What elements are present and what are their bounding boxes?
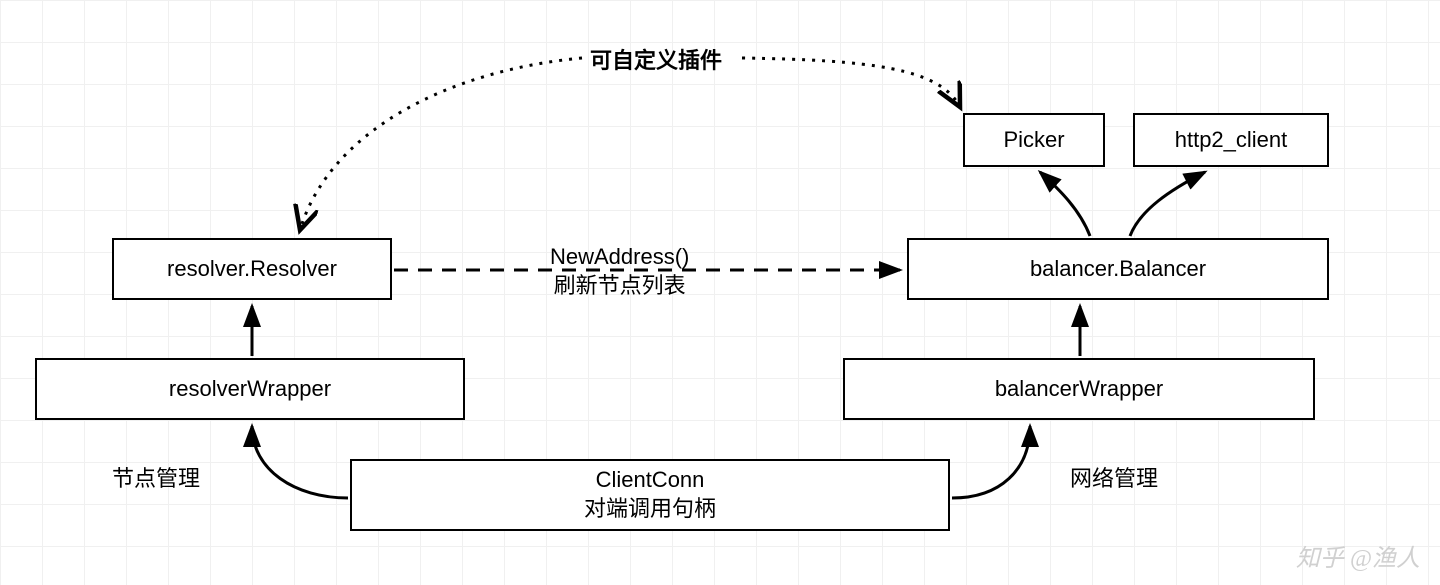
node-balancer-wrapper-label: balancerWrapper xyxy=(995,375,1163,404)
node-picker: Picker xyxy=(963,113,1105,167)
node-picker-label: Picker xyxy=(1003,126,1064,155)
label-new-address: NewAddress() 刷新节点列表 xyxy=(550,243,689,300)
label-plugin-text: 可自定义插件 xyxy=(590,48,722,73)
node-http2-client: http2_client xyxy=(1133,113,1329,167)
node-client-conn-label: ClientConn 对端调用句柄 xyxy=(584,466,716,523)
label-node-mgmt: 节点管理 xyxy=(112,465,200,494)
node-balancer-wrapper: balancerWrapper xyxy=(843,358,1315,420)
label-new-address-text: NewAddress() 刷新节点列表 xyxy=(550,244,689,298)
watermark-text: 知乎 @渔人 xyxy=(1296,546,1420,572)
label-plugin: 可自定义插件 xyxy=(590,47,722,76)
node-http2-client-label: http2_client xyxy=(1175,126,1288,155)
label-net-mgmt: 网络管理 xyxy=(1070,465,1158,494)
node-resolver: resolver.Resolver xyxy=(112,238,392,300)
node-balancer: balancer.Balancer xyxy=(907,238,1329,300)
watermark: 知乎 @渔人 xyxy=(1296,538,1420,573)
node-resolver-wrapper: resolverWrapper xyxy=(35,358,465,420)
node-client-conn: ClientConn 对端调用句柄 xyxy=(350,459,950,531)
node-resolver-label: resolver.Resolver xyxy=(167,255,337,284)
node-resolver-wrapper-label: resolverWrapper xyxy=(169,375,331,404)
label-node-mgmt-text: 节点管理 xyxy=(112,466,200,491)
node-balancer-label: balancer.Balancer xyxy=(1030,255,1206,284)
label-net-mgmt-text: 网络管理 xyxy=(1070,466,1158,491)
